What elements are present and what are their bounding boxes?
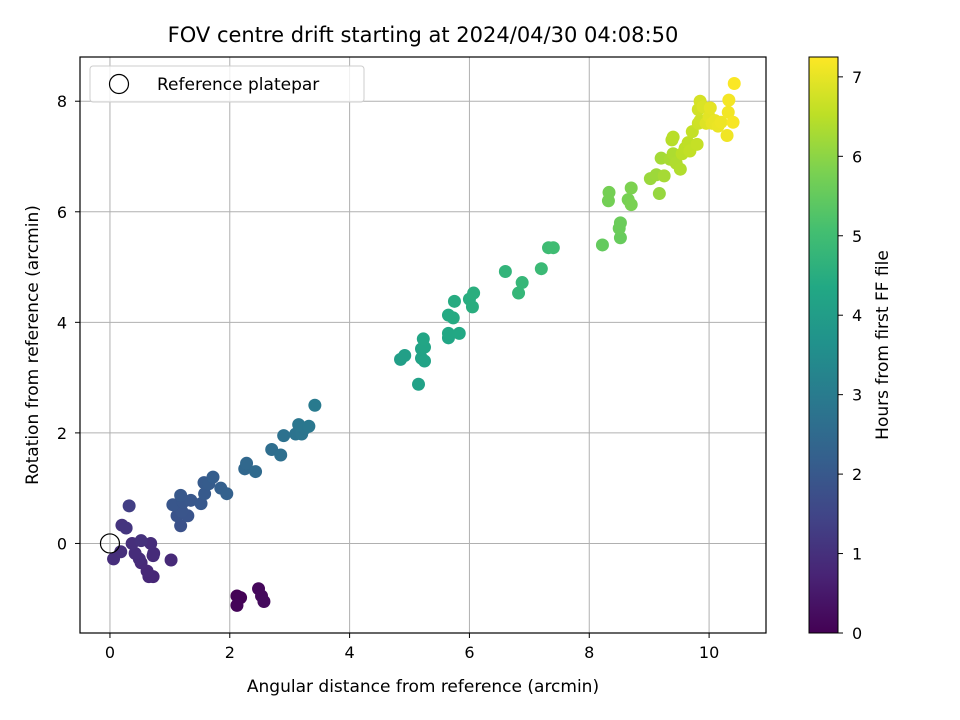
x-tick-label: 2 <box>225 643 235 662</box>
y-tick-label: 6 <box>57 203 67 222</box>
x-axis: 0 2 4 6 8 10 <box>105 633 719 662</box>
data-point <box>184 493 198 507</box>
x-tick-label: 0 <box>105 643 115 662</box>
data-point <box>447 294 461 308</box>
y-axis-label: Rotation from reference (arcmin) <box>23 205 43 485</box>
data-point <box>220 487 234 501</box>
colorbar <box>808 56 839 634</box>
y-tick-label: 0 <box>57 534 67 553</box>
data-point <box>398 349 412 363</box>
chart-title: FOV centre drift starting at 2024/04/30 … <box>168 23 679 47</box>
data-point <box>666 130 680 144</box>
data-point <box>613 216 627 230</box>
data-point <box>166 498 180 512</box>
data-point <box>714 115 728 129</box>
colorbar-tick-label: 6 <box>852 147 862 166</box>
data-point <box>302 419 316 433</box>
data-point <box>726 115 740 129</box>
data-point <box>657 169 671 183</box>
data-point <box>114 545 128 559</box>
colorbar-tick-label: 0 <box>852 624 862 643</box>
x-tick-label: 8 <box>584 643 594 662</box>
data-point <box>452 326 466 340</box>
data-point <box>690 137 704 151</box>
data-point <box>721 105 735 119</box>
data-point <box>515 276 529 290</box>
data-point <box>412 377 426 391</box>
data-point <box>673 162 687 176</box>
data-point <box>134 534 148 548</box>
data-point <box>194 497 208 511</box>
colorbar-tick-label: 7 <box>852 68 862 87</box>
data-point <box>467 286 481 300</box>
data-point <box>652 187 666 201</box>
data-point <box>122 499 136 513</box>
data-point <box>465 300 479 314</box>
data-point <box>277 429 291 443</box>
data-point <box>727 77 741 91</box>
data-point <box>164 553 178 567</box>
data-point <box>240 456 254 470</box>
colorbar-tick-label: 5 <box>852 227 862 246</box>
colorbar-tick-label: 4 <box>852 306 862 325</box>
data-point <box>498 264 512 278</box>
data-point <box>602 185 616 199</box>
x-axis-label: Angular distance from reference (arcmin) <box>247 677 599 697</box>
reference-point <box>99 533 121 554</box>
data-point <box>722 93 736 107</box>
data-point <box>446 311 460 325</box>
data-point <box>720 128 734 142</box>
data-point <box>119 521 133 535</box>
x-tick-label: 4 <box>345 643 355 662</box>
data-point <box>624 198 638 212</box>
data-point <box>128 546 142 560</box>
x-tick-label: 10 <box>699 643 719 662</box>
scatter-points <box>107 77 741 612</box>
y-tick-label: 2 <box>57 424 67 443</box>
data-point <box>249 465 263 479</box>
y-tick-label: 8 <box>57 92 67 111</box>
data-point <box>703 101 717 115</box>
colorbar-tick-label: 2 <box>852 465 862 484</box>
data-point <box>416 332 430 346</box>
data-point <box>546 241 560 255</box>
data-point <box>624 181 638 195</box>
legend: Reference platepar <box>89 65 365 103</box>
data-point <box>257 594 271 608</box>
data-point <box>147 546 161 560</box>
data-point <box>174 519 188 533</box>
colorbar-tick-label: 1 <box>852 545 862 564</box>
data-point <box>308 398 322 412</box>
data-point <box>174 488 188 502</box>
data-point <box>534 262 548 276</box>
legend-box <box>89 65 365 103</box>
data-point <box>292 418 306 432</box>
data-point <box>198 487 212 501</box>
colorbar-axis: 0 1 2 3 4 5 6 7 <box>838 68 862 643</box>
y-axis: 0 2 4 6 8 <box>57 92 80 553</box>
data-point <box>274 448 288 462</box>
y-tick-label: 4 <box>57 313 67 332</box>
colorbar-tick-label: 3 <box>852 386 862 405</box>
data-point <box>512 286 526 300</box>
data-point <box>230 598 244 612</box>
data-point <box>595 238 609 252</box>
data-point <box>441 326 455 340</box>
data-point <box>417 354 431 368</box>
x-tick-label: 6 <box>464 643 474 662</box>
plot-frame <box>79 56 767 634</box>
legend-marker <box>108 73 130 95</box>
data-point <box>206 470 220 484</box>
reference-marker-group <box>99 533 121 554</box>
legend-entry: Reference platepar <box>157 75 319 95</box>
colorbar-label: Hours from first FF file <box>873 250 893 440</box>
